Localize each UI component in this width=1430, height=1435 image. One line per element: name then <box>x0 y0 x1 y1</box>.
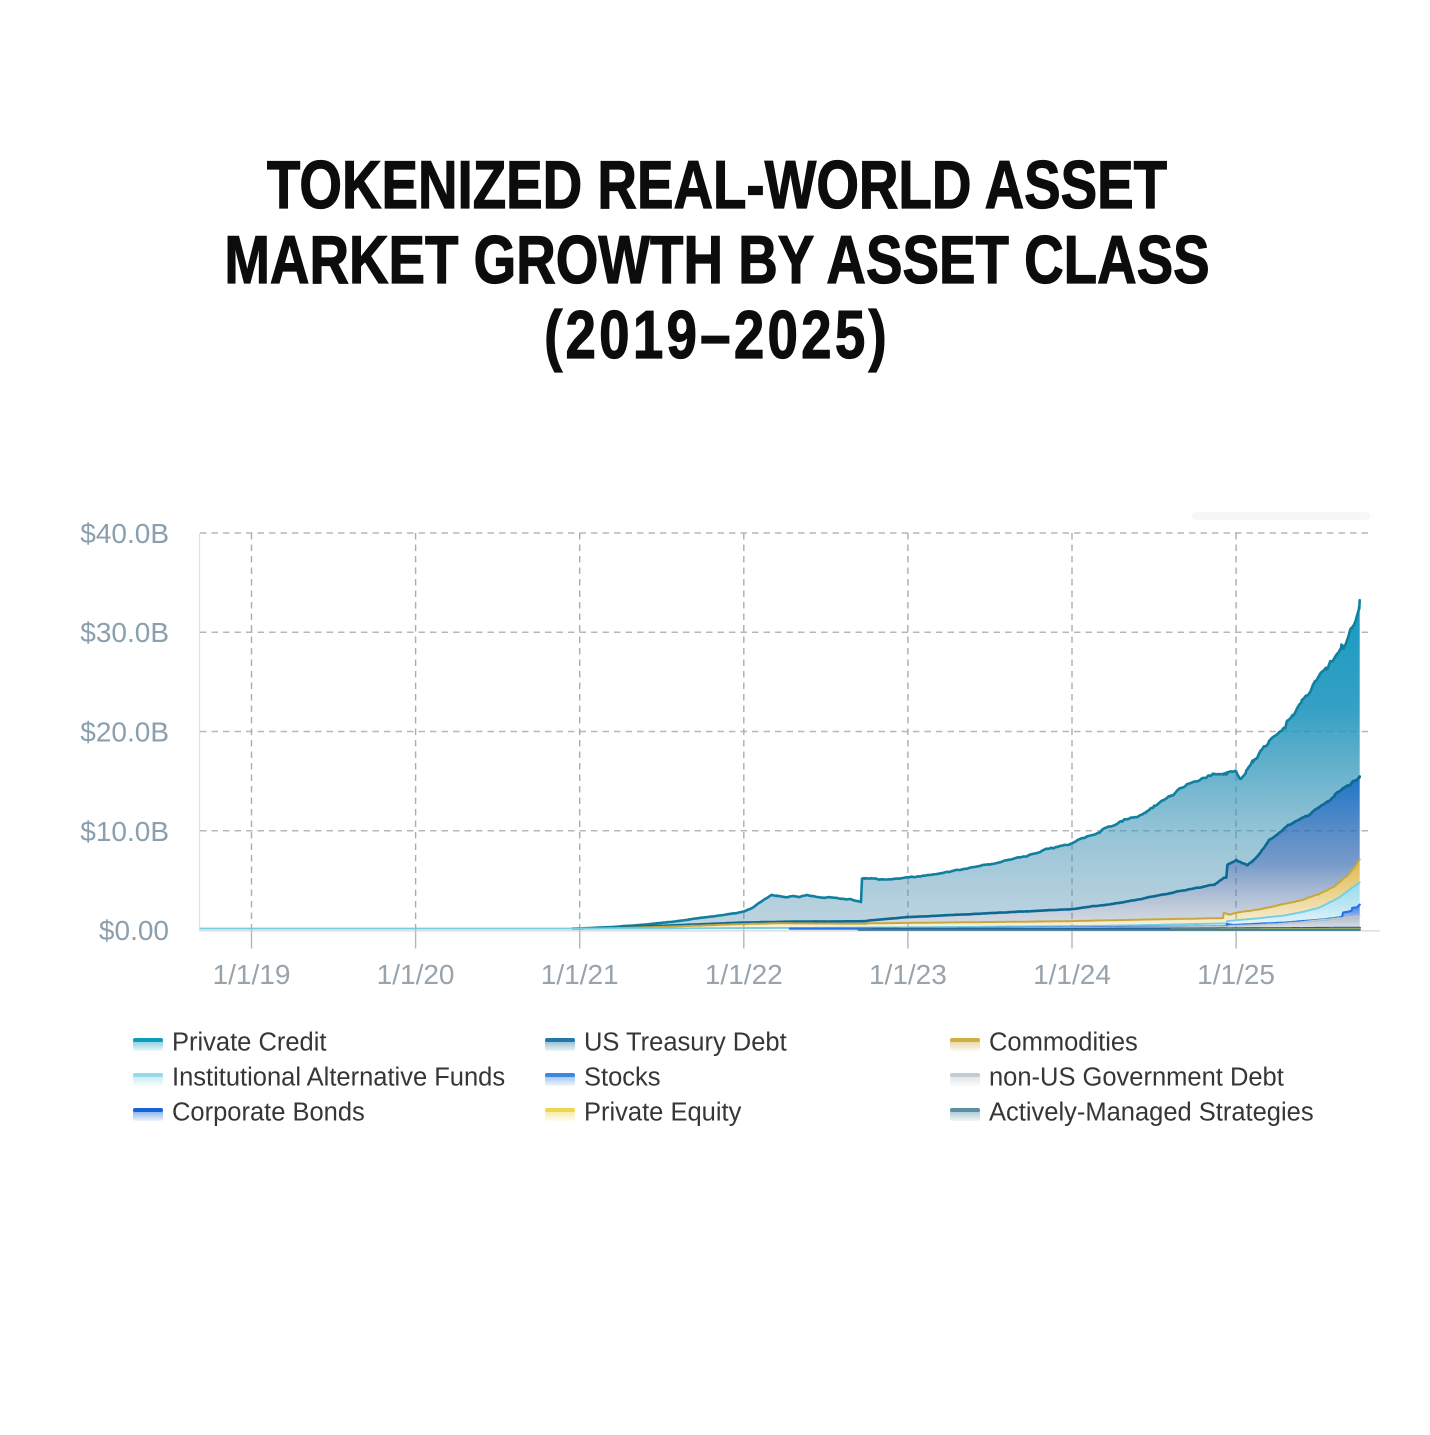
svg-text:1/1/19: 1/1/19 <box>213 959 291 990</box>
svg-text:$20.0B: $20.0B <box>80 717 169 748</box>
svg-text:Institutional Alternative Fund: Institutional Alternative Funds <box>172 1064 505 1092</box>
svg-text:US Treasury Debt: US Treasury Debt <box>584 1029 787 1057</box>
svg-text:Stocks: Stocks <box>584 1064 661 1092</box>
svg-text:1/1/23: 1/1/23 <box>869 959 947 990</box>
svg-text:Commodities: Commodities <box>989 1029 1138 1057</box>
svg-text:$30.0B: $30.0B <box>80 617 169 648</box>
svg-text:$40.0B: $40.0B <box>80 518 169 549</box>
svg-text:Corporate Bonds: Corporate Bonds <box>172 1099 365 1127</box>
svg-text:$10.0B: $10.0B <box>80 816 169 847</box>
svg-text:1/1/22: 1/1/22 <box>705 959 783 990</box>
svg-text:Actively-Managed Strategies: Actively-Managed Strategies <box>989 1099 1314 1127</box>
svg-text:1/1/24: 1/1/24 <box>1033 959 1111 990</box>
svg-text:Private Equity: Private Equity <box>584 1099 742 1127</box>
svg-text:$0.00: $0.00 <box>99 915 169 946</box>
svg-text:Private Credit: Private Credit <box>172 1029 326 1057</box>
svg-text:1/1/21: 1/1/21 <box>541 959 619 990</box>
svg-text:non-US Government Debt: non-US Government Debt <box>989 1064 1284 1092</box>
svg-text:1/1/25: 1/1/25 <box>1197 959 1275 990</box>
svg-text:1/1/20: 1/1/20 <box>377 959 455 990</box>
